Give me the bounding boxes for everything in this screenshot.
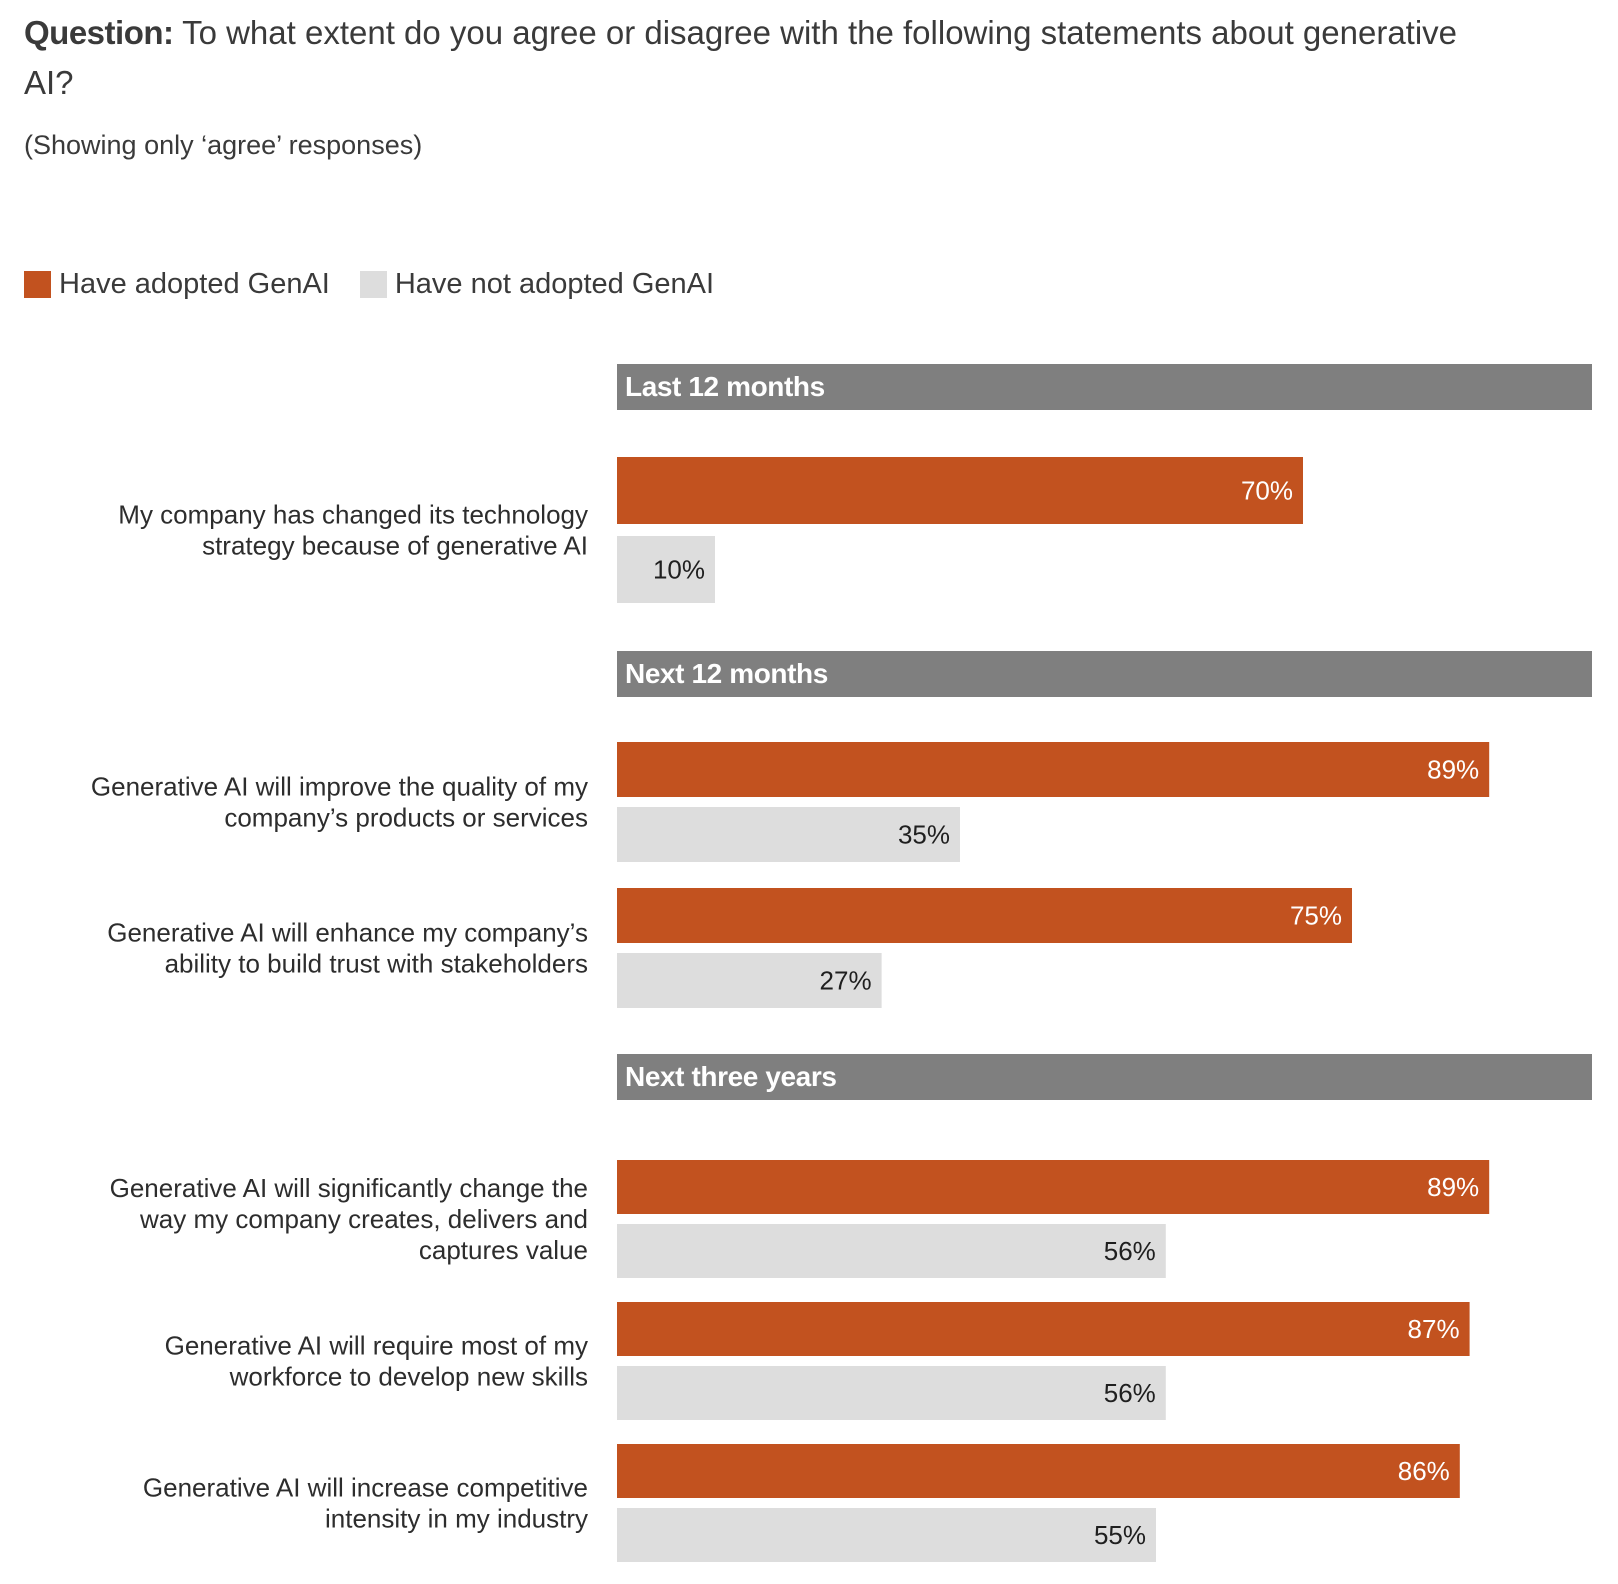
bar-not-adopted: [617, 1366, 1166, 1420]
bar-not-adopted: [617, 1508, 1156, 1562]
section-header-bar: [617, 1054, 1592, 1100]
bar-value-adopted: 89%: [1427, 1172, 1479, 1202]
category-label-line: Generative AI will increase competitive: [143, 1473, 588, 1503]
legend-label-not-adopted: Have not adopted GenAI: [394, 268, 715, 300]
category-label-line: Generative AI will enhance my company’s: [107, 918, 588, 948]
section-header-label: Next 12 months: [625, 658, 828, 689]
legend-item-not-adopted: Have not adopted GenAI: [359, 268, 715, 301]
legend-label-adopted: Have adopted GenAI: [59, 268, 330, 300]
section-header-bar: [617, 364, 1592, 410]
bar-adopted: [617, 1302, 1470, 1356]
category-label-line: strategy because of generative AI: [202, 531, 588, 561]
category-label-line: company’s products or services: [224, 803, 588, 833]
bar-adopted: [617, 742, 1490, 797]
bar-value-not-adopted: 35%: [898, 820, 950, 850]
category-label: Generative AI will enhance my company’s a…: [107, 918, 588, 979]
category-label: Generative AI will improve the quality o…: [91, 772, 588, 833]
bar-not-adopted: [617, 536, 715, 603]
bar-value-not-adopted: 56%: [1104, 1378, 1156, 1408]
category-label-line: intensity in my industry: [325, 1504, 588, 1534]
legend-swatch-not-adopted: [359, 271, 387, 298]
bar-adopted: [617, 457, 1303, 524]
bar-value-adopted: 86%: [1398, 1456, 1450, 1486]
bar-value-not-adopted: 27%: [820, 966, 872, 996]
section-header-label: Next three years: [625, 1061, 837, 1092]
legend-swatch-adopted: [24, 271, 51, 298]
category-label: Generative AI will require most of my wor…: [165, 1331, 588, 1392]
category-label-line: My company has changed its technology: [118, 500, 588, 530]
legend-item-adopted: Have adopted GenAI: [24, 268, 330, 301]
section-header-bar: [617, 651, 1592, 697]
category-label-line: Generative AI will improve the quality o…: [91, 772, 588, 802]
bar-not-adopted: [617, 807, 960, 862]
bar-value-not-adopted: 56%: [1104, 1236, 1156, 1266]
legend: Have adopted GenAI Have not adopted GenA…: [24, 268, 744, 301]
bar-value-not-adopted: 55%: [1094, 1520, 1146, 1550]
section-header-label: Last 12 months: [625, 371, 825, 402]
bar-value-adopted: 75%: [1290, 901, 1342, 931]
question-title: Question: To what extent do you agree or…: [24, 8, 1504, 108]
category-label-line: ability to build trust with stakeholders: [165, 949, 588, 979]
chart-subtitle: (Showing only ‘agree’ responses): [24, 130, 423, 160]
bar-not-adopted: [617, 1224, 1166, 1278]
bar-value-adopted: 70%: [1241, 476, 1293, 506]
question-text: To what extent do you agree or disagree …: [24, 14, 1458, 101]
category-label: My company has changed its technology str…: [118, 500, 588, 561]
bar-adopted: [617, 888, 1352, 943]
bar-adopted: [617, 1444, 1460, 1498]
bar-adopted: [617, 1160, 1490, 1214]
category-label-line: Generative AI will require most of my: [165, 1331, 588, 1361]
category-label-line: captures value: [419, 1235, 588, 1265]
bar-value-not-adopted: 10%: [653, 555, 705, 585]
bar-value-adopted: 89%: [1427, 755, 1479, 785]
bar-value-adopted: 87%: [1408, 1314, 1460, 1344]
category-label: Generative AI will increase competitive i…: [143, 1473, 588, 1534]
category-label-line: way my company creates, delivers and: [139, 1204, 588, 1234]
bar-not-adopted: [617, 953, 882, 1008]
question-label: Question:: [24, 14, 174, 51]
category-label: Generative AI will significantly change …: [110, 1173, 588, 1265]
category-label-line: workforce to develop new skills: [229, 1362, 588, 1392]
category-label-line: Generative AI will significantly change …: [110, 1173, 588, 1203]
